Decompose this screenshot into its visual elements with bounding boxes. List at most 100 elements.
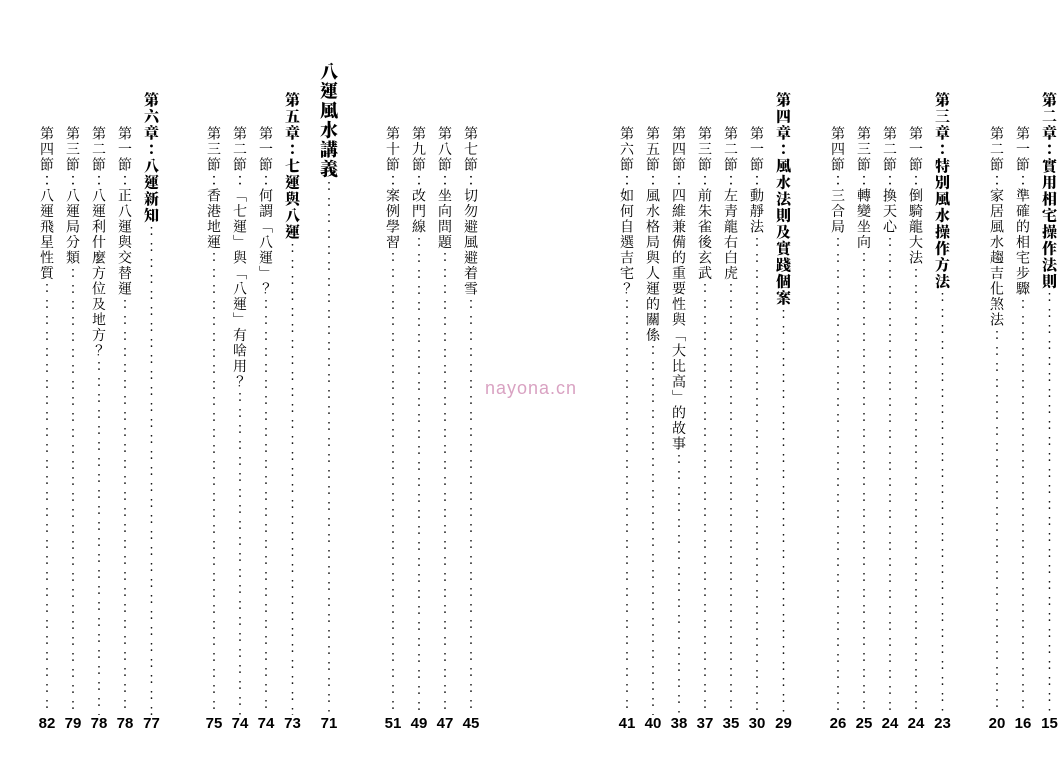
leader-dots: ：：：：：：：：：：：：：：：：：：：：：：：：：：：：：：：：：：：：：：：：…: [851, 250, 877, 715]
leader-dots: ：：：：：：：：：：：：：：：：：：：：：：：：：：：：：：：：：：：：：：：：…: [877, 235, 903, 716]
chapter-title: 第六章：八運新知: [144, 92, 159, 224]
page-number: 29: [775, 715, 792, 732]
leader-dots: ：：：：：：：：：：：：：：：：：：：：：：：：：：：：：：：：：：：：：：：：…: [692, 281, 718, 715]
section-column: 第二節：「七運」與「八運」有啥用？：：：：：：：：：：：：：：：：：：：：：：：…: [227, 52, 253, 732]
section-title: 第三節：香港地運: [207, 126, 221, 250]
leader-dots: ：：：：：：：：：：：：：：：：：：：：：：：：：：：：：：：：：：：：：：：：…: [60, 266, 86, 716]
leader-dots: ：：：：：：：：：：：：：：：：：：：：：：：：：：：：：：：：：：：：：：：：…: [34, 281, 60, 715]
section-title: 第一節：正八運與交替運: [118, 126, 132, 297]
section-column: 第六節：如何自選吉宅？：：：：：：：：：：：：：：：：：：：：：：：：：：：：：…: [614, 52, 640, 732]
page-number: 38: [671, 715, 688, 732]
chapter-title: 第四章：風水法則及實踐個案: [776, 92, 791, 307]
section-title: 第二節：家居風水趨吉化煞法: [990, 126, 1004, 328]
page-number: 79: [65, 715, 82, 732]
section-title: 第二節：左青龍右白虎: [724, 126, 738, 281]
page-number: 40: [645, 715, 662, 732]
section-title: 第一節：動靜法: [750, 126, 764, 235]
page-number: 74: [232, 715, 249, 732]
leader-dots: ：：：：：：：：：：：：：：：：：：：：：：：：：：：：：：：：：：：：：：：：…: [314, 179, 344, 715]
section-title: 第一節：準確的相宅步驟: [1016, 126, 1030, 297]
part-title: 八運風水講義: [320, 62, 338, 179]
section-column: 第四節：四維兼備的重要性與「大比高」的故事：：：：：：：：：：：：：：：：：：：…: [666, 52, 692, 732]
page-number: 30: [749, 715, 766, 732]
chapter-title: 第三章：特別風水操作方法: [935, 92, 950, 290]
chapter-column: 第五章：七運與八運：：：：：：：：：：：：：：：：：：：：：：：：：：：：：：：…: [279, 52, 306, 732]
section-title: 第三節：八運局分類: [66, 126, 80, 266]
section-title: 第二節：換天心: [883, 126, 897, 235]
page-number: 78: [91, 715, 108, 732]
page-number: 74: [258, 715, 275, 732]
section-title: 第四節：八運飛星性質: [40, 126, 54, 281]
page-number: 82: [39, 715, 56, 732]
page-number: 23: [934, 715, 951, 732]
leader-dots: ：：：：：：：：：：：：：：：：：：：：：：：：：：：：：：：：：：：：：：：：…: [614, 297, 640, 716]
section-column: 第二節：八運利什麼方位及地方？：：：：：：：：：：：：：：：：：：：：：：：：：…: [86, 52, 112, 732]
section-title: 第一節：倒騎龍大法: [909, 126, 923, 266]
section-column: 第四節：三合局：：：：：：：：：：：：：：：：：：：：：：：：：：：：：：：：：…: [825, 52, 851, 732]
column-gap: [344, 52, 380, 732]
column-gap: [165, 52, 201, 732]
chapter-title: 第二章：實用相宅操作法則: [1042, 92, 1057, 290]
column-gap: [797, 52, 825, 732]
column-gap: [306, 52, 314, 732]
section-column: 第十節：案例學習：：：：：：：：：：：：：：：：：：：：：：：：：：：：：：：：…: [380, 52, 406, 732]
leader-dots: ：：：：：：：：：：：：：：：：：：：：：：：：：：：：：：：：：：：：：：：：…: [112, 297, 138, 716]
leader-dots: ：：：：：：：：：：：：：：：：：：：：：：：：：：：：：：：：：：：：：：：：…: [458, 297, 484, 716]
section-column: 第四節：八運飛星性質：：：：：：：：：：：：：：：：：：：：：：：：：：：：：：…: [34, 52, 60, 732]
leader-dots: ：：：：：：：：：：：：：：：：：：：：：：：：：：：：：：：：：：：：：：：：…: [825, 235, 851, 716]
leader-dots: ：：：：：：：：：：：：：：：：：：：：：：：：：：：：：：：：：：：：：：：：…: [666, 452, 692, 716]
chapter-column: 第六章：八運新知：：：：：：：：：：：：：：：：：：：：：：：：：：：：：：：：…: [138, 52, 165, 732]
leader-dots: ：：：：：：：：：：：：：：：：：：：：：：：：：：：：：：：：：：：：：：：：…: [86, 359, 112, 716]
leader-dots: ：：：：：：：：：：：：：：：：：：：：：：：：：：：：：：：：：：：：：：：：…: [770, 307, 797, 716]
leader-dots: ：：：：：：：：：：：：：：：：：：：：：：：：：：：：：：：：：：：：：：：：…: [903, 266, 929, 716]
section-title: 第二節：「七運」與「八運」有啥用？: [233, 126, 247, 390]
section-title: 第一節：何謂「八運」？: [259, 126, 273, 297]
page-number: 15: [1041, 715, 1058, 732]
section-column: 第一節：倒騎龍大法：：：：：：：：：：：：：：：：：：：：：：：：：：：：：：：…: [903, 52, 929, 732]
section-column: 第九節：改門線：：：：：：：：：：：：：：：：：：：：：：：：：：：：：：：：：…: [406, 52, 432, 732]
section-title: 第三節：前朱雀後玄武: [698, 126, 712, 281]
page-number: 41: [619, 715, 636, 732]
page-number: 37: [697, 715, 714, 732]
section-column: 第一節：動靜法：：：：：：：：：：：：：：：：：：：：：：：：：：：：：：：：：…: [744, 52, 770, 732]
page-number: 20: [989, 715, 1006, 732]
leader-dots: ：：：：：：：：：：：：：：：：：：：：：：：：：：：：：：：：：：：：：：：：…: [984, 328, 1010, 716]
page-number: 45: [463, 715, 480, 732]
leader-dots: ：：：：：：：：：：：：：：：：：：：：：：：：：：：：：：：：：：：：：：：：…: [640, 343, 666, 715]
section-column: 第三節：八運局分類：：：：：：：：：：：：：：：：：：：：：：：：：：：：：：：…: [60, 52, 86, 732]
leader-dots: ：：：：：：：：：：：：：：：：：：：：：：：：：：：：：：：：：：：：：：：：…: [432, 250, 458, 715]
page-number: 47: [437, 715, 454, 732]
leader-dots: ：：：：：：：：：：：：：：：：：：：：：：：：：：：：：：：：：：：：：：：：…: [744, 235, 770, 716]
chapter-column: 第三章：特別風水操作方法：：：：：：：：：：：：：：：：：：：：：：：：：：：：…: [929, 52, 956, 732]
section-title: 第九節：改門線: [412, 126, 426, 235]
section-column: 第二節：左青龍右白虎：：：：：：：：：：：：：：：：：：：：：：：：：：：：：：…: [718, 52, 744, 732]
watermark-text: nayona.cn: [485, 378, 577, 399]
section-header-column: 八運風水講義：：：：：：：：：：：：：：：：：：：：：：：：：：：：：：：：：：…: [314, 52, 344, 732]
column-gap: [956, 52, 984, 732]
section-title: 第五節：風水格局與人運的關係: [646, 126, 660, 343]
chapter-column: 第二章：實用相宅操作法則：：：：：：：：：：：：：：：：：：：：：：：：：：：：…: [1036, 52, 1063, 732]
page-number: 26: [830, 715, 847, 732]
section-column: 第八節：坐向問題：：：：：：：：：：：：：：：：：：：：：：：：：：：：：：：：…: [432, 52, 458, 732]
page-number: 71: [321, 715, 338, 732]
page-number: 77: [143, 715, 160, 732]
section-column: 第二節：換天心：：：：：：：：：：：：：：：：：：：：：：：：：：：：：：：：：…: [877, 52, 903, 732]
leader-dots: ：：：：：：：：：：：：：：：：：：：：：：：：：：：：：：：：：：：：：：：：…: [406, 235, 432, 716]
leader-dots: ：：：：：：：：：：：：：：：：：：：：：：：：：：：：：：：：：：：：：：：：…: [227, 390, 253, 716]
page-number: 35: [723, 715, 740, 732]
leader-dots: ：：：：：：：：：：：：：：：：：：：：：：：：：：：：：：：：：：：：：：：：…: [1010, 297, 1036, 716]
leader-dots: ：：：：：：：：：：：：：：：：：：：：：：：：：：：：：：：：：：：：：：：：…: [279, 241, 306, 716]
section-title: 第四節：三合局: [831, 126, 845, 235]
page-number: 51: [385, 715, 402, 732]
section-title: 第六節：如何自選吉宅？: [620, 126, 634, 297]
section-column: 第三節：香港地運：：：：：：：：：：：：：：：：：：：：：：：：：：：：：：：：…: [201, 52, 227, 732]
section-column: 第五節：風水格局與人運的關係：：：：：：：：：：：：：：：：：：：：：：：：：：…: [640, 52, 666, 732]
leader-dots: ：：：：：：：：：：：：：：：：：：：：：：：：：：：：：：：：：：：：：：：：…: [718, 281, 744, 715]
section-column: 第二節：家居風水趨吉化煞法：：：：：：：：：：：：：：：：：：：：：：：：：：：…: [984, 52, 1010, 732]
section-title: 第七節：切勿避風避着雪: [464, 126, 478, 297]
page-number: 25: [856, 715, 873, 732]
page: 第二章：實用相宅操作法則 ：：：：：：：：：：：：：：：：：：：：：：：：：：：：…: [0, 0, 1063, 772]
section-title: 第三節：轉變坐向: [857, 126, 871, 250]
page-number: 78: [117, 715, 134, 732]
leader-dots: ：：：：：：：：：：：：：：：：：：：：：：：：：：：：：：：：：：：：：：：：…: [1036, 290, 1063, 715]
